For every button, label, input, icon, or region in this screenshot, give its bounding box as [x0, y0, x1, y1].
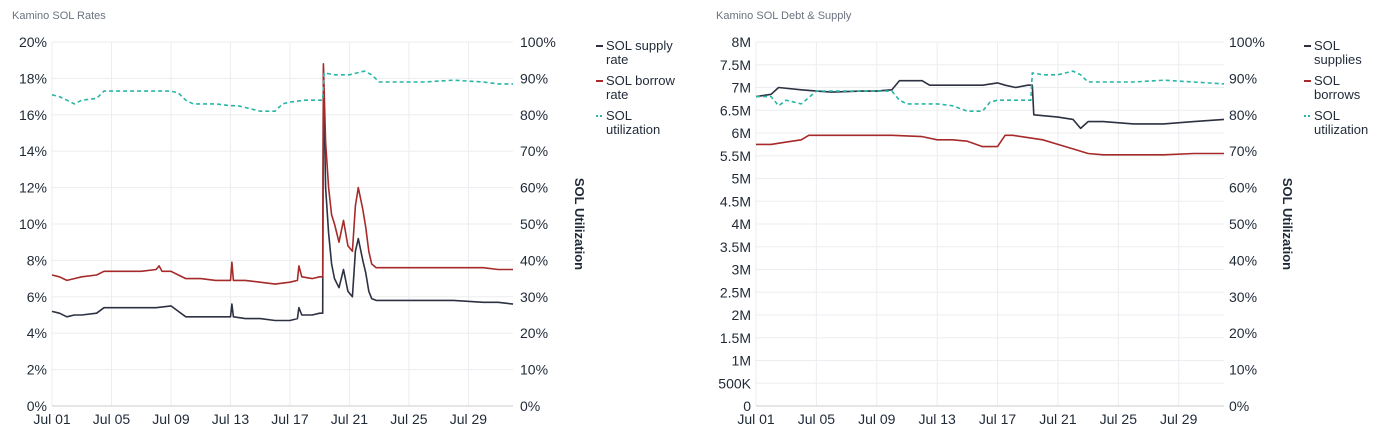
y-tick-right: 40%	[520, 252, 548, 268]
series-line-borrow	[756, 134, 1224, 156]
y-tick-left: 12%	[19, 180, 47, 196]
legend-line: SOL supply	[606, 38, 673, 53]
y-tick-left: 18%	[19, 70, 47, 86]
y-tick-left: 0%	[27, 398, 47, 414]
series-line-utilization	[51, 70, 513, 112]
y-tick-right: 70%	[1229, 143, 1257, 159]
x-tick: Jul 17	[271, 411, 309, 427]
y-tick-left: 0	[743, 398, 751, 414]
x-tick: Jul 01	[33, 411, 71, 427]
y-tick-left: 14%	[19, 143, 47, 159]
x-tick: Jul 09	[152, 411, 190, 427]
y-tick-right: 60%	[520, 180, 548, 196]
y-tick-left: 7M	[732, 80, 751, 96]
y-tick-left: 20%	[19, 34, 47, 50]
y-tick-left: 16%	[19, 107, 47, 123]
y-tick-left: 8%	[27, 252, 47, 268]
legend-item: SOL utilization	[1314, 108, 1368, 137]
y-tick-right: 0%	[1229, 398, 1249, 414]
y-tick-right: 90%	[1229, 70, 1257, 86]
legend-line: SOL	[1314, 38, 1340, 53]
chart-title-debt-supply: Kamino SOL Debt & Supply	[716, 10, 852, 22]
legend-line: rate	[606, 87, 628, 102]
y-tick-left: 6.5M	[720, 102, 751, 118]
y-tick-left: 4.5M	[720, 193, 751, 209]
legend-line: SOL	[1314, 73, 1340, 88]
y-tick-left: 4M	[732, 216, 751, 232]
series-line-utilization	[756, 70, 1225, 112]
legend-line: supplies	[1314, 52, 1362, 67]
y-tick-left: 6M	[732, 125, 751, 141]
y-tick-right: 100%	[520, 34, 556, 50]
y-tick-left: 1.5M	[720, 330, 751, 346]
y-tick-left: 5M	[732, 171, 751, 187]
y-tick-right: 30%	[1229, 289, 1257, 305]
y-tick-right: 10%	[1229, 362, 1257, 378]
y-tick-left: 4%	[27, 325, 47, 341]
y-tick-right: 60%	[1229, 180, 1257, 196]
y-tick-left: 2.5M	[720, 284, 751, 300]
y-tick-left: 7.5M	[720, 57, 751, 73]
x-tick: Jul 17	[979, 411, 1017, 427]
rates-chart: 0% 2% 4% 6% 8% 10% 12% 14% 16% 18% 20% 0% 10% 20% 30% 4…	[19, 34, 676, 427]
y-tick-left: 6%	[27, 289, 47, 305]
y-tick-right: 20%	[520, 325, 548, 341]
y-tick-left: 500K	[718, 375, 751, 391]
series-line-supply	[755, 79, 1225, 130]
series-line-supply	[51, 68, 514, 322]
legend-item: SOL borrows	[1314, 73, 1361, 102]
legend-line: borrows	[1314, 87, 1361, 102]
y-tick-left: 2M	[732, 307, 751, 323]
right-axis-title: SOL Utilization	[572, 178, 587, 270]
x-tick: Jul 29	[450, 411, 488, 427]
y-tick-right: 70%	[520, 143, 548, 159]
y-tick-right: 10%	[520, 362, 548, 378]
legend-line: rate	[606, 52, 628, 67]
y-tick-right: 80%	[520, 107, 548, 123]
y-tick-right: 0%	[520, 398, 540, 414]
y-tick-right: 90%	[520, 70, 548, 86]
x-tick: Jul 05	[798, 411, 836, 427]
x-tick: Jul 29	[1160, 411, 1198, 427]
y-tick-right: 30%	[520, 289, 548, 305]
legend-line: SOL	[1314, 108, 1340, 123]
y-tick-left: 1M	[732, 353, 751, 369]
legend-item: SOL supply rate	[606, 38, 673, 67]
legend-item: SOL borrow rate	[606, 73, 675, 102]
x-tick: Jul 13	[212, 411, 250, 427]
series-line-borrow	[51, 62, 513, 285]
legend-line: SOL	[606, 108, 632, 123]
y-tick-left: 5.5M	[720, 148, 751, 164]
legend-line: SOL borrow	[606, 73, 675, 88]
legend-line: utilization	[1314, 122, 1368, 137]
legend-line: utilization	[606, 122, 660, 137]
y-tick-right: 20%	[1229, 325, 1257, 341]
x-tick: Jul 25	[390, 411, 428, 427]
y-tick-left: 3.5M	[720, 239, 751, 255]
y-tick-right: 50%	[1229, 216, 1257, 232]
x-tick: Jul 05	[93, 411, 131, 427]
y-tick-left: 2%	[27, 362, 47, 378]
x-tick: Jul 25	[1100, 411, 1138, 427]
x-tick: Jul 01	[737, 411, 775, 427]
y-tick-right: 100%	[1229, 34, 1265, 50]
legend-item: SOL utilization	[606, 108, 660, 137]
x-tick: Jul 21	[1039, 411, 1077, 427]
x-tick: Jul 21	[331, 411, 369, 427]
y-tick-left: 3M	[732, 262, 751, 278]
chart-title-rates: Kamino SOL Rates	[12, 10, 106, 22]
y-tick-left: 10%	[19, 216, 47, 232]
legend-item: SOL supplies	[1314, 38, 1362, 67]
y-tick-right: 80%	[1229, 107, 1257, 123]
y-tick-left: 8M	[732, 34, 751, 50]
y-tick-right: 50%	[520, 216, 548, 232]
y-tick-right: 40%	[1229, 252, 1257, 268]
right-axis-title: SOL Utilization	[1280, 178, 1295, 270]
x-tick: Jul 13	[918, 411, 956, 427]
x-tick: Jul 09	[858, 411, 896, 427]
